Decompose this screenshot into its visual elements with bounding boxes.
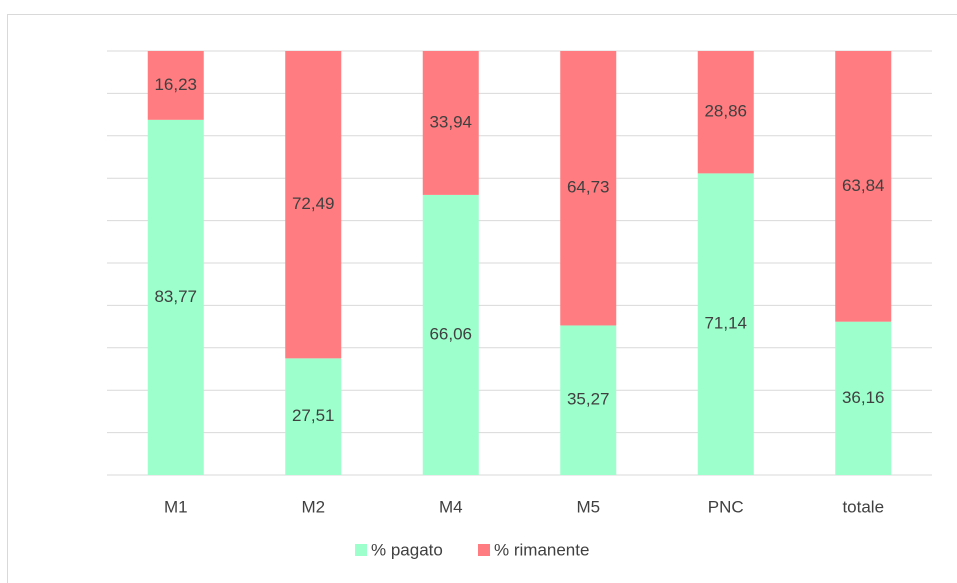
x-tick-label: M5 <box>576 497 600 516</box>
x-tick-label: PNC <box>708 497 744 516</box>
bar-segment <box>697 173 754 475</box>
data-label: 72,49 <box>292 194 335 213</box>
data-label: 66,06 <box>429 324 472 343</box>
legend-label: % rimanente <box>494 540 589 559</box>
bar-segment <box>697 51 754 174</box>
bar-segment <box>835 51 892 322</box>
data-label: 27,51 <box>292 406 335 425</box>
data-label: 83,77 <box>154 287 197 306</box>
bar-segment <box>147 119 204 476</box>
data-label: 33,94 <box>429 112 472 131</box>
bar-segment <box>285 51 342 359</box>
x-tick-label: M1 <box>164 497 188 516</box>
bar-segment <box>422 194 479 476</box>
bar-segment <box>285 358 342 475</box>
x-tick-label: totale <box>842 497 884 516</box>
data-label: 64,73 <box>567 178 610 197</box>
bar-segment <box>422 51 479 195</box>
legend-swatch <box>478 544 490 556</box>
data-label: 16,23 <box>154 75 197 94</box>
data-label: 63,84 <box>842 176 885 195</box>
data-label: 36,16 <box>842 388 885 407</box>
data-label: 71,14 <box>704 314 747 333</box>
x-tick-label: M2 <box>301 497 325 516</box>
data-label: 28,86 <box>704 102 747 121</box>
bar-segment <box>560 325 617 475</box>
bar-segment <box>835 321 892 475</box>
x-tick-label: M4 <box>439 497 463 516</box>
legend-label: % pagato <box>371 540 443 559</box>
bar-segment <box>560 51 617 326</box>
bar-segment <box>147 51 204 120</box>
data-label: 35,27 <box>567 390 610 409</box>
legend-swatch <box>355 544 367 556</box>
